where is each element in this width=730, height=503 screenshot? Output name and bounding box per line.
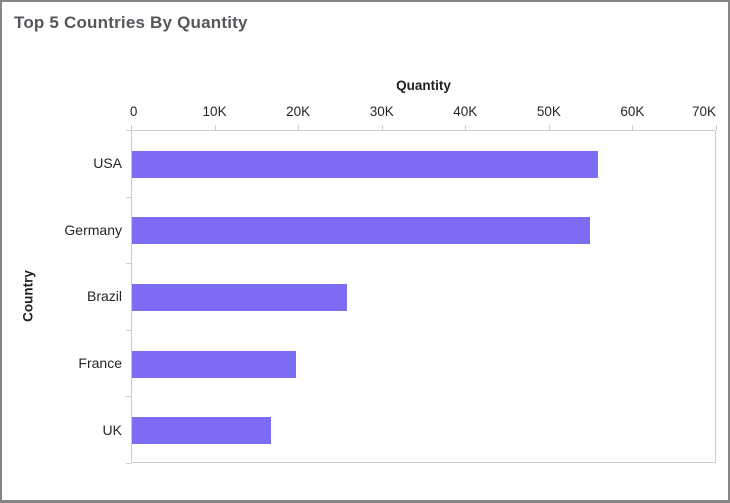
y-tick-mark: [126, 329, 131, 331]
x-tick-label: 20K: [286, 104, 311, 119]
plot-area: [131, 130, 716, 463]
y-category-label: Germany: [64, 221, 122, 238]
y-category-label: Brazil: [86, 288, 122, 305]
x-tick-label: 50K: [536, 104, 561, 119]
x-tick-mark: [465, 125, 467, 130]
bar-france[interactable]: [132, 350, 297, 378]
x-tick-mark: [381, 125, 383, 130]
x-tick-mark: [131, 125, 132, 130]
chart-title: Top 5 Countries By Quantity: [14, 13, 248, 32]
y-tick-mark: [126, 263, 131, 265]
bar-usa[interactable]: [132, 150, 599, 178]
bar-germany[interactable]: [132, 217, 591, 245]
x-tick-mark: [298, 125, 300, 130]
x-tick-mark: [548, 125, 550, 130]
y-axis-title: Country: [20, 270, 36, 322]
x-tick-mark: [632, 125, 634, 130]
bar-uk[interactable]: [132, 417, 272, 445]
y-tick-mark: [126, 196, 131, 198]
y-category-label: France: [78, 355, 122, 372]
x-tick-label: 0: [129, 104, 138, 119]
y-category-label: UK: [102, 421, 122, 438]
x-tick-mark: [716, 125, 717, 130]
y-category-label: USA: [93, 155, 122, 172]
x-tick-label: 30K: [369, 104, 394, 119]
y-tick-mark: [126, 130, 131, 131]
x-tick-label: 70K: [691, 104, 716, 119]
y-axis-labels: USA Germany Brazil France UK: [2, 130, 122, 463]
x-axis-title: Quantity: [396, 78, 451, 93]
x-tick-label: 60K: [620, 104, 645, 119]
x-tick-mark: [214, 125, 216, 130]
bar-brazil[interactable]: [132, 284, 347, 311]
y-tick-mark: [126, 463, 131, 464]
x-tick-label: 40K: [453, 104, 478, 119]
x-tick-label: 10K: [202, 104, 227, 119]
y-tick-mark: [126, 396, 131, 398]
